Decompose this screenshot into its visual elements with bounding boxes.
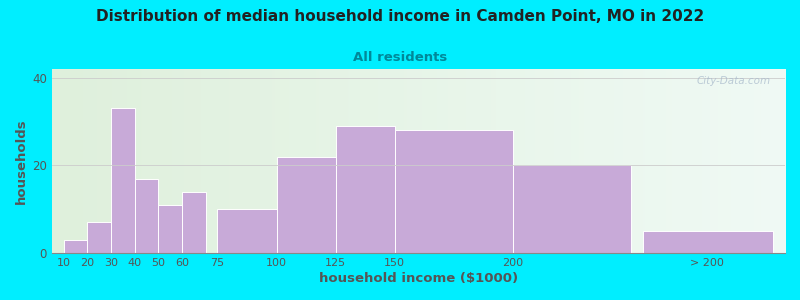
Bar (134, 178, 158, 253)
Bar (336, 126, 395, 253)
Bar (513, 165, 631, 253)
Bar (182, 192, 206, 253)
Bar (64, 240, 87, 253)
Bar (111, 108, 134, 253)
Bar (158, 205, 182, 253)
Bar (395, 130, 513, 253)
Bar (87, 222, 111, 253)
Bar (643, 231, 773, 253)
Bar (218, 209, 277, 253)
Text: City-Data.com: City-Data.com (696, 76, 770, 86)
Bar (277, 157, 336, 253)
Text: All residents: All residents (353, 51, 447, 64)
Text: Distribution of median household income in Camden Point, MO in 2022: Distribution of median household income … (96, 9, 704, 24)
Y-axis label: households: households (15, 118, 28, 204)
X-axis label: household income ($1000): household income ($1000) (319, 272, 518, 285)
